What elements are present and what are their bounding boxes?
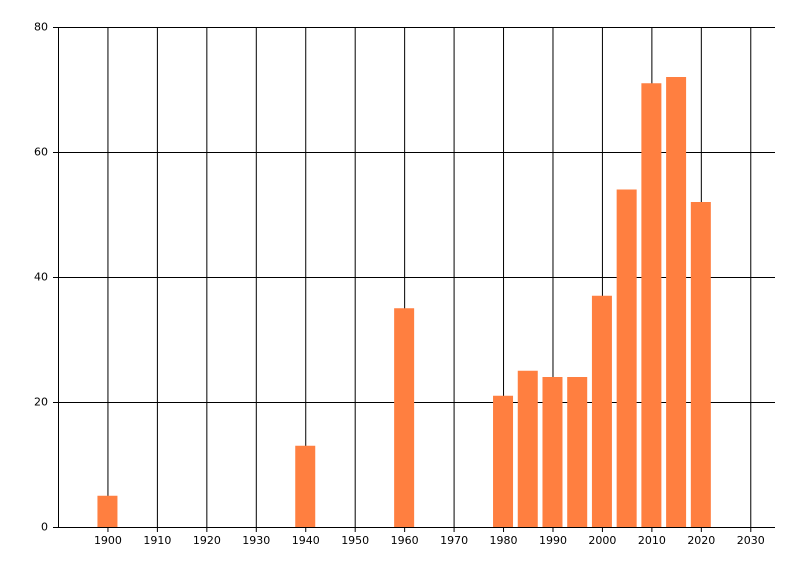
bar [616, 189, 637, 527]
x-tick-label: 1990 [539, 534, 567, 547]
x-tick-label: 2010 [638, 534, 666, 547]
bar [542, 377, 563, 527]
bar [567, 377, 588, 527]
bar [97, 495, 118, 527]
x-tick-label: 1910 [143, 534, 171, 547]
bar [641, 83, 662, 527]
x-tick-label: 1900 [94, 534, 122, 547]
bar [295, 445, 316, 527]
bar [690, 202, 711, 527]
x-tick-label: 1960 [391, 534, 419, 547]
x-tick-label: 1940 [292, 534, 320, 547]
y-tick-label: 60 [34, 146, 48, 159]
y-tick-label: 0 [41, 521, 48, 534]
bar [394, 308, 415, 527]
y-tick-label: 20 [34, 396, 48, 409]
bar [517, 370, 538, 527]
bar [591, 295, 612, 527]
x-tick-label: 1950 [341, 534, 369, 547]
x-tick-label: 1970 [440, 534, 468, 547]
x-tick-label: 2000 [588, 534, 616, 547]
x-tick-label: 2020 [687, 534, 715, 547]
y-tick-label: 80 [34, 21, 48, 34]
x-tick-label: 1930 [242, 534, 270, 547]
bar [666, 77, 687, 527]
x-tick-label: 1980 [490, 534, 518, 547]
x-tick-label: 2030 [737, 534, 765, 547]
bar [493, 395, 514, 527]
y-tick-label: 40 [34, 271, 48, 284]
x-tick-label: 1920 [193, 534, 221, 547]
